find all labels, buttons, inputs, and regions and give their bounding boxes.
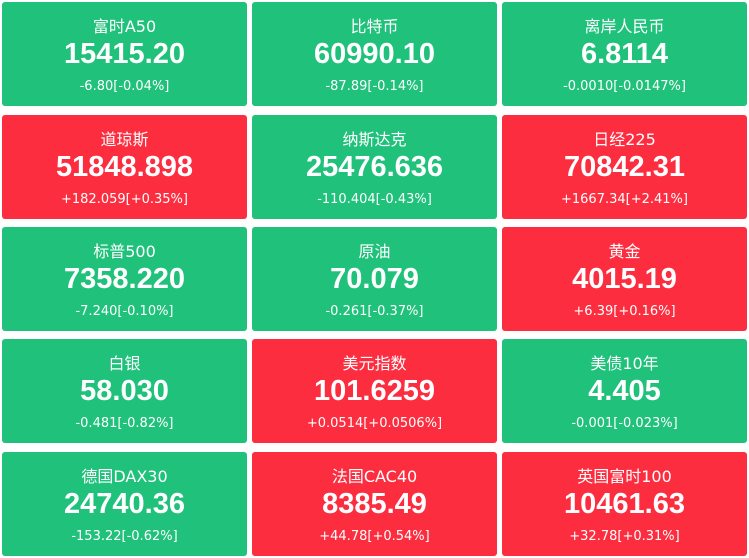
quote-tile[interactable]: 美元指数 101.6259 +0.0514[+0.0506%]	[252, 339, 497, 443]
quote-price: 25476.636	[305, 151, 444, 183]
quote-tile[interactable]: 日经225 70842.31 +1667.34[+2.41%]	[502, 115, 747, 219]
quote-name: 标普500	[93, 242, 156, 261]
quote-change: -0.0010[-0.0147%]	[563, 79, 686, 94]
quote-price: 58.030	[80, 375, 169, 407]
quote-tile[interactable]: 比特币 60990.10 -87.89[-0.14%]	[252, 2, 497, 106]
quote-tile[interactable]: 道琼斯 51848.898 +182.059[+0.35%]	[2, 115, 247, 219]
quote-tile[interactable]: 美债10年 4.405 -0.001[-0.023%]	[502, 339, 747, 443]
quote-change: +44.78[+0.54%]	[319, 529, 430, 544]
quote-price: 24740.36	[64, 488, 185, 520]
quote-change: -0.481[-0.82%]	[75, 416, 174, 431]
quote-name: 道琼斯	[100, 130, 149, 149]
quote-change: -110.404[-0.43%]	[317, 192, 432, 207]
quote-change: -0.261[-0.37%]	[325, 304, 424, 319]
quote-price: 10461.63	[564, 488, 685, 520]
quote-tile[interactable]: 离岸人民币 6.8114 -0.0010[-0.0147%]	[502, 2, 747, 106]
quote-tile[interactable]: 标普500 7358.220 -7.240[-0.10%]	[2, 227, 247, 331]
quote-price: 8385.49	[322, 488, 427, 520]
quote-change: -153.22[-0.62%]	[71, 529, 178, 544]
quote-name: 日经225	[593, 130, 656, 149]
quote-name: 德国DAX30	[81, 467, 168, 486]
quote-change: -7.240[-0.10%]	[75, 304, 174, 319]
quote-price: 60990.10	[314, 38, 435, 70]
quote-tile[interactable]: 法国CAC40 8385.49 +44.78[+0.54%]	[252, 452, 497, 556]
quote-name: 白银	[108, 354, 141, 373]
quote-tile[interactable]: 黄金 4015.19 +6.39[+0.16%]	[502, 227, 747, 331]
quote-tile[interactable]: 原油 70.079 -0.261[-0.37%]	[252, 227, 497, 331]
quote-price: 70.079	[330, 263, 419, 295]
quote-change: +1667.34[+2.41%]	[561, 192, 688, 207]
quote-change: +6.39[+0.16%]	[573, 304, 676, 319]
quote-tile[interactable]: 白银 58.030 -0.481[-0.82%]	[2, 339, 247, 443]
quote-change: -6.80[-0.04%]	[79, 79, 170, 94]
quote-price: 51848.898	[55, 151, 194, 183]
quote-change: -87.89[-0.14%]	[325, 79, 424, 94]
quote-price: 70842.31	[564, 151, 685, 183]
quote-price: 101.6259	[314, 375, 435, 407]
quote-price: 4.405	[588, 375, 661, 407]
quote-name: 富时A50	[92, 17, 157, 36]
quote-price: 15415.20	[64, 38, 185, 70]
quote-name: 原油	[358, 242, 391, 261]
quote-price: 6.8114	[580, 38, 669, 70]
quote-price: 7358.220	[64, 263, 185, 295]
quote-tile[interactable]: 富时A50 15415.20 -6.80[-0.04%]	[2, 2, 247, 106]
quote-change: -0.001[-0.023%]	[571, 416, 678, 431]
quote-change: +182.059[+0.35%]	[61, 192, 188, 207]
quote-name: 离岸人民币	[584, 17, 665, 36]
quote-name: 纳斯达克	[342, 130, 407, 149]
quote-tile[interactable]: 英国富时100 10461.63 +32.78[+0.31%]	[502, 452, 747, 556]
quote-tile[interactable]: 德国DAX30 24740.36 -153.22[-0.62%]	[2, 452, 247, 556]
quote-name: 黄金	[608, 242, 641, 261]
quote-name: 美元指数	[342, 354, 407, 373]
quote-name: 美债10年	[590, 354, 659, 373]
quote-change: +32.78[+0.31%]	[569, 529, 680, 544]
quote-price: 4015.19	[572, 263, 677, 295]
quote-name: 比特币	[350, 17, 399, 36]
quote-change: +0.0514[+0.0506%]	[306, 416, 443, 431]
quote-name: 法国CAC40	[331, 467, 418, 486]
quote-name: 英国富时100	[577, 467, 672, 486]
quote-tile[interactable]: 纳斯达克 25476.636 -110.404[-0.43%]	[252, 115, 497, 219]
